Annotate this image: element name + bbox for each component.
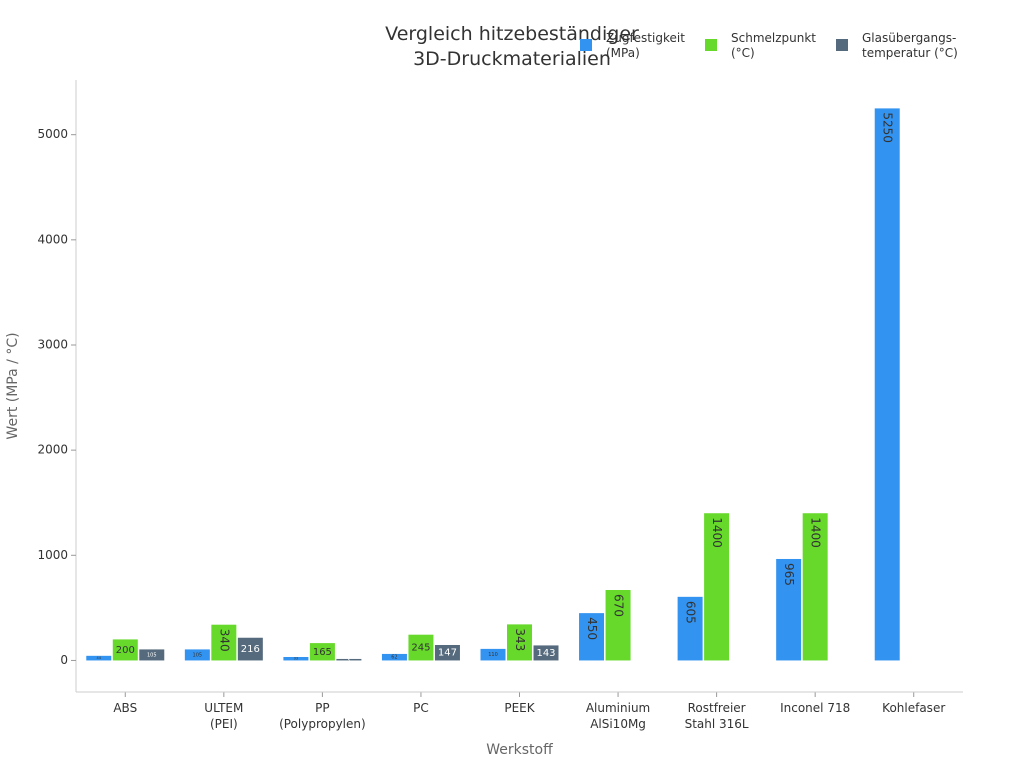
chart-title-text: Vergleich hitzebeständiger 3D-Druckmateri…: [385, 23, 639, 70]
y-tick-label: 4000: [37, 232, 68, 246]
bar-value-label: 200: [116, 645, 135, 656]
x-tick-label: Inconel 718: [780, 701, 850, 715]
x-tick-label: PEEK: [504, 701, 535, 715]
x-tick-label: PC: [413, 701, 429, 715]
y-tick-label: 1000: [37, 548, 68, 562]
bar-value-label: 670: [612, 594, 626, 617]
bars: 44 200 105 105 340 216 33 165 5 62 245 147 110 343 143…: [86, 108, 900, 663]
bar-value-label: 147: [438, 648, 457, 659]
bar-1-9: [874, 108, 900, 661]
bar-1-7: [677, 596, 703, 661]
legend-label-3: Glasübergangs-temperatur (°C): [862, 31, 958, 60]
x-tick-label: ULTEM (PEI): [204, 701, 243, 731]
bar-2-8: [802, 513, 828, 661]
bar-1-6: [579, 613, 605, 661]
y-axis-title: Wert (MPa / °C): [5, 332, 21, 439]
bar-value-label: 33: [294, 657, 298, 661]
legend-label-1: Zugfestigkeit (MPa): [606, 31, 685, 60]
x-tick-label: ABS: [113, 701, 137, 715]
bar-2-5: [507, 624, 532, 661]
x-tick-label: PP (Polypropylen): [279, 701, 366, 731]
bar-3-4: [434, 644, 460, 661]
x-axis-title: Werkstoff: [486, 742, 553, 758]
bar-1-4: [381, 653, 407, 661]
chart-title: Vergleich hitzebeständiger 3D-Druckmateri…: [385, 23, 639, 70]
axes: ABS ULTEM (PEI) PP (Polypropylen) PC PEEK Alumi…: [5, 80, 963, 758]
legend-swatch-1: [580, 39, 592, 51]
bar-value-label: 5: [348, 659, 350, 663]
bar-3-1: [139, 649, 165, 661]
bar-2-6: [605, 590, 631, 661]
bar-value-label: 343: [513, 628, 527, 651]
y-tick-label: 0: [60, 653, 68, 667]
legend-label-2: Schmelzpunkt (°C): [731, 31, 816, 60]
bar-value-label: 105: [193, 652, 203, 658]
legend-swatch-2: [705, 39, 717, 51]
bar-2-1: [112, 639, 138, 661]
bar-value-label: 340: [217, 629, 231, 652]
bar-value-label: 143: [536, 648, 555, 659]
bar-2-3: [309, 643, 335, 661]
y-tick-label: 2000: [37, 443, 68, 457]
bar-2-2: [211, 624, 237, 661]
x-tick-label: Rostfreier Stahl 316L: [685, 701, 749, 731]
bar-value-label: 110: [488, 652, 498, 658]
bar-1-1: [86, 655, 112, 661]
bar-value-label: 1400: [710, 517, 724, 548]
y-tick-label: 5000: [37, 127, 68, 141]
bar-2-4: [408, 634, 434, 661]
bar-value-label: 605: [684, 601, 698, 624]
bar-value-label: 245: [411, 643, 430, 654]
x-tick-label: Kohlefaser: [882, 701, 945, 715]
y-tick-label: 3000: [37, 337, 68, 351]
bar-value-label: 5250: [881, 112, 895, 143]
bar-value-label: 44: [97, 656, 102, 660]
bar-1-5: [480, 648, 506, 661]
bar-3-3: [336, 658, 362, 661]
bar-1-2: [184, 649, 210, 661]
bar-2-7: [704, 513, 730, 661]
bar-value-label: 62: [391, 655, 397, 661]
bar-1-8: [776, 558, 802, 661]
bar-value-label: 965: [782, 563, 796, 586]
legend: Zugfestigkeit (MPa) Schmelzpunkt (°C) Glasüb…: [580, 31, 958, 60]
bar-3-5: [533, 645, 559, 661]
bar-value-label: 216: [241, 644, 260, 655]
bar-value-label: 1400: [809, 517, 823, 548]
bar-3-2: [237, 637, 263, 661]
bar-1-3: [283, 656, 309, 661]
bar-value-label: 450: [585, 617, 599, 640]
bar-value-label: 165: [313, 647, 332, 658]
bar-value-label: 105: [147, 652, 157, 658]
legend-swatch-3: [836, 39, 848, 51]
x-tick-label: Aluminium AlSi10Mg: [586, 701, 650, 731]
